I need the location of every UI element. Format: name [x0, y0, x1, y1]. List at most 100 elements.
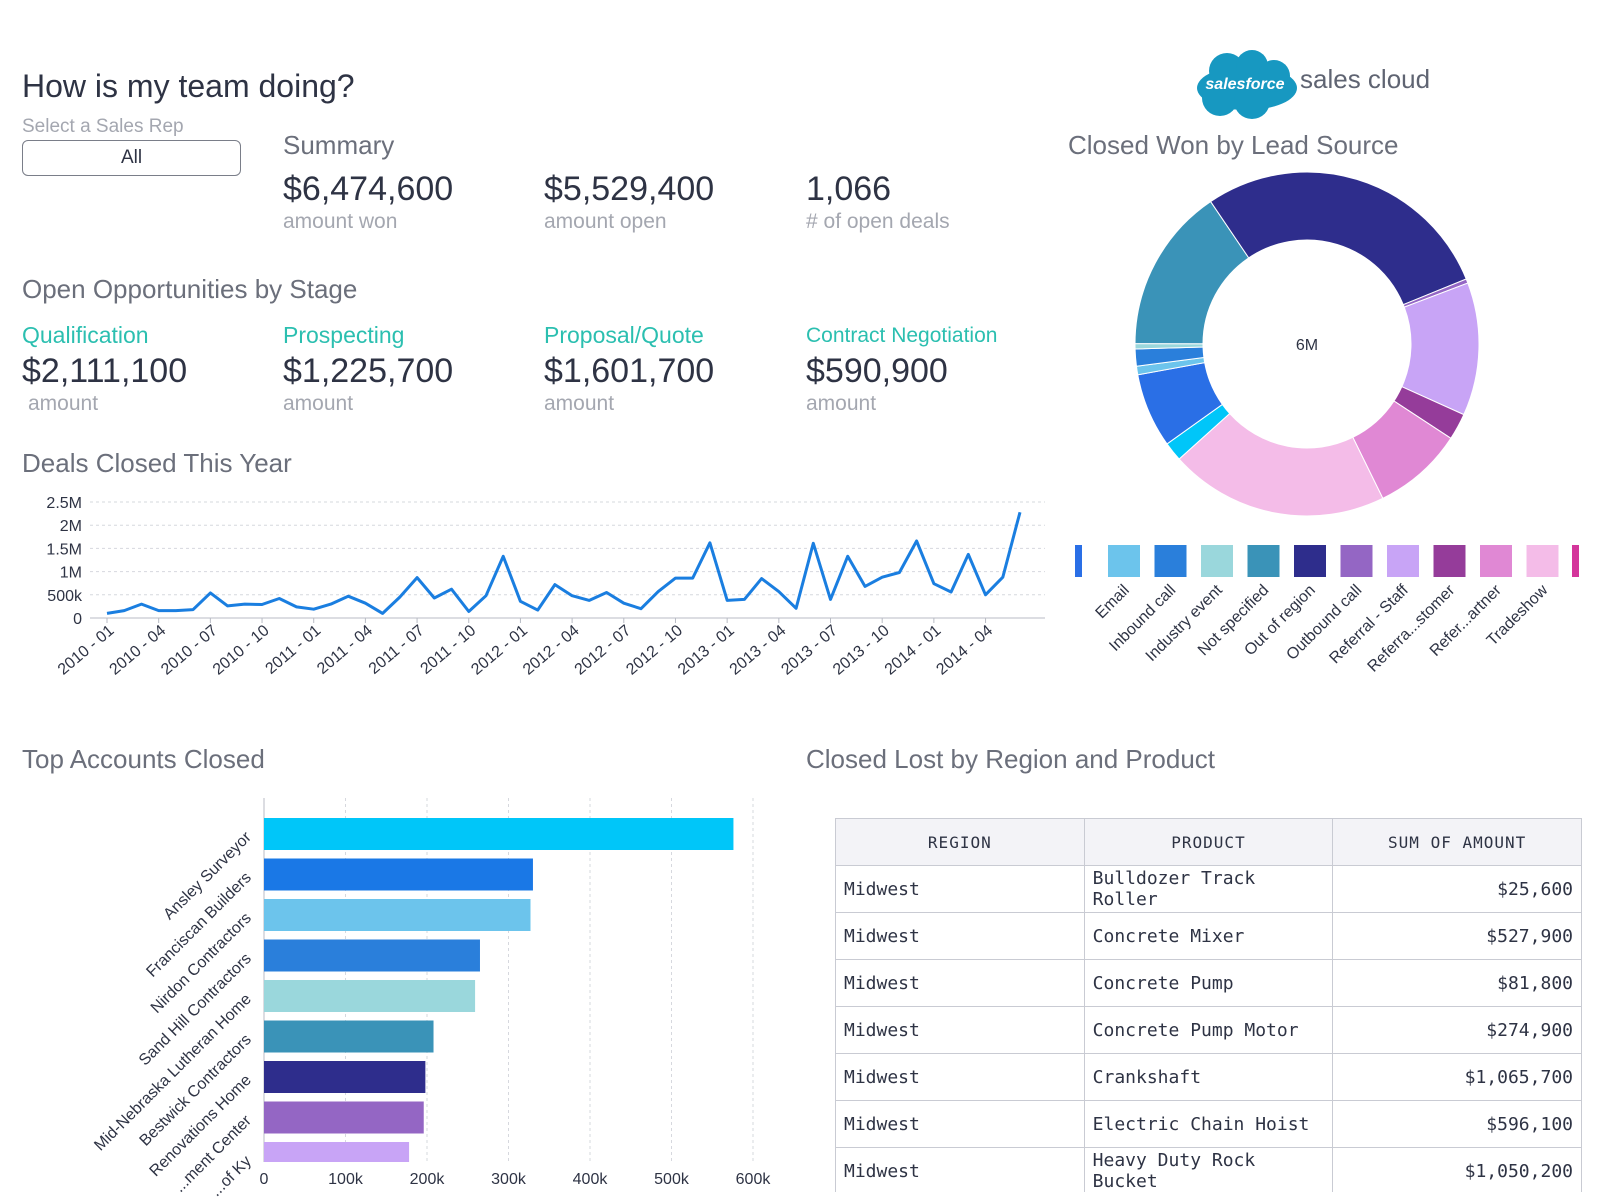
table-row: Midwest Concrete Mixer $527,900 — [835, 912, 1582, 960]
y-tick-label: 1M — [60, 565, 82, 582]
x-tick-label: 200k — [410, 1171, 446, 1188]
x-tick-label: 500k — [654, 1171, 690, 1188]
product-cell: Crankshaft — [1083, 1053, 1334, 1101]
product-cell: Concrete Pump — [1083, 959, 1334, 1007]
bar — [264, 1020, 434, 1053]
amount-won-label: amount won — [283, 210, 398, 233]
stage-name: Prospecting — [283, 322, 405, 348]
summary-title: Summary — [283, 130, 395, 160]
sales-rep-select-label: Select a Sales Rep — [22, 116, 184, 137]
y-tick-label: 0 — [73, 611, 82, 628]
x-tick-label: 2014 - 01 — [882, 622, 945, 679]
amount-cell: $1,050,200 — [1332, 1147, 1582, 1192]
x-tick-label: 2010 - 04 — [107, 622, 170, 679]
table-row: Midwest Bulldozer Track Roller $25,600 — [835, 865, 1582, 913]
bar — [264, 818, 734, 850]
stage-amount-label: amount — [283, 392, 354, 415]
product-cell: Concrete Pump Motor — [1083, 1006, 1334, 1054]
region-cell: Midwest — [835, 959, 1085, 1007]
bar — [264, 858, 533, 891]
table-header-row: REGION PRODUCT SUM OF AMOUNT — [835, 818, 1582, 866]
column-header-sum-of-amount[interactable]: SUM OF AMOUNT — [1332, 818, 1582, 866]
column-header-product[interactable]: PRODUCT — [1083, 818, 1334, 866]
x-tick-label: 100k — [328, 1171, 364, 1188]
region-cell: Midwest — [835, 1147, 1085, 1192]
amount-cell: $25,600 — [1332, 865, 1582, 913]
column-header-region[interactable]: REGION — [835, 818, 1085, 866]
legend-swatch-partial — [1572, 545, 1579, 577]
sales-rep-select[interactable]: All — [22, 140, 241, 176]
legend-swatch — [1480, 545, 1512, 577]
amount-won-value: $6,474,600 — [283, 170, 454, 208]
product-cell: Concrete Mixer — [1083, 912, 1334, 960]
bar — [264, 980, 476, 1012]
amount-cell: $527,900 — [1332, 912, 1582, 960]
region-cell: Midwest — [835, 1053, 1085, 1101]
x-tick-label: 2012 - 10 — [623, 622, 686, 679]
stage-name: Contract Negotiation — [806, 324, 998, 347]
x-tick-label: 2011 - 10 — [418, 622, 480, 678]
product-cell: Bulldozer Track Roller — [1083, 865, 1334, 913]
x-tick-label: 2010 - 10 — [210, 622, 273, 679]
donut-center-label: 6M — [1296, 337, 1318, 354]
region-cell: Midwest — [835, 1006, 1085, 1054]
x-tick-label: 400k — [573, 1171, 609, 1188]
x-tick-label: 2012 - 01 — [468, 622, 531, 679]
donut-title: Closed Won by Lead Source — [1068, 130, 1399, 160]
y-tick-label: 500k — [47, 588, 83, 605]
legend-swatch — [1201, 545, 1233, 577]
amount-open-label: amount open — [544, 210, 667, 233]
open-deals-label: # of open deals — [806, 210, 950, 233]
table-row: Midwest Heavy Duty Rock Bucket $1,050,200 — [835, 1147, 1582, 1192]
table-row: Midwest Concrete Pump Motor $274,900 — [835, 1006, 1582, 1054]
region-cell: Midwest — [835, 912, 1085, 960]
stage-amount: $590,900 — [806, 352, 948, 390]
page-title: How is my team doing? — [22, 68, 355, 104]
open-deals-value: 1,066 — [806, 170, 892, 208]
region-cell: Midwest — [835, 1100, 1085, 1148]
stage-name: Proposal/Quote — [544, 322, 704, 348]
legend-label: Email — [1093, 582, 1133, 622]
x-tick-label: 2013 - 04 — [727, 622, 790, 679]
amount-cell: $81,800 — [1332, 959, 1582, 1007]
amount-open-value: $5,529,400 — [544, 170, 715, 208]
deals-line — [106, 511, 1022, 615]
bar — [264, 899, 531, 931]
legend-swatch-partial — [1075, 545, 1082, 577]
top-accounts-title: Top Accounts Closed — [22, 744, 265, 774]
x-tick-label: 0 — [260, 1171, 269, 1188]
amount-cell: $1,065,700 — [1332, 1053, 1582, 1101]
closed-lost-title: Closed Lost by Region and Product — [806, 744, 1216, 774]
legend-swatch — [1526, 545, 1559, 577]
x-tick-label: 600k — [736, 1171, 772, 1188]
legend-swatch — [1433, 545, 1466, 577]
x-tick-label: 2013 - 01 — [675, 622, 738, 679]
stage-amount: $2,111,100 — [22, 352, 188, 390]
legend-swatch — [1154, 545, 1187, 577]
x-tick-label: 2014 - 04 — [933, 622, 996, 679]
stages-title: Open Opportunities by Stage — [22, 274, 358, 304]
bar — [264, 1142, 410, 1162]
legend-label: Referral - Staff — [1326, 581, 1412, 667]
x-tick-label: 2013 - 07 — [778, 622, 841, 679]
x-tick-label: 2012 - 07 — [572, 622, 635, 679]
stage-amount-label: amount — [544, 392, 615, 415]
table-row: Midwest Crankshaft $1,065,700 — [835, 1053, 1582, 1101]
product-name: sales cloud — [1300, 64, 1431, 94]
donut-slice — [1209, 171, 1467, 306]
region-cell: Midwest — [835, 865, 1085, 913]
x-tick-label: 2010 - 07 — [158, 622, 221, 679]
donut-slice — [1178, 412, 1384, 517]
product-cell: Electric Chain Hoist — [1083, 1100, 1334, 1148]
closed-lost-table-container[interactable]: REGION PRODUCT SUM OF AMOUNT Midwest Bull… — [830, 810, 1590, 1192]
amount-cell: $596,100 — [1332, 1100, 1582, 1148]
deals-closed-title: Deals Closed This Year — [22, 448, 292, 478]
legend-swatch — [1294, 545, 1326, 577]
stage-amount: $1,601,700 — [544, 352, 715, 390]
closed-lost-table: REGION PRODUCT SUM OF AMOUNT Midwest Bull… — [835, 818, 1582, 1192]
stage-amount-label: amount — [28, 392, 99, 415]
x-tick-label: 2013 - 10 — [830, 622, 893, 679]
bar — [264, 939, 480, 972]
